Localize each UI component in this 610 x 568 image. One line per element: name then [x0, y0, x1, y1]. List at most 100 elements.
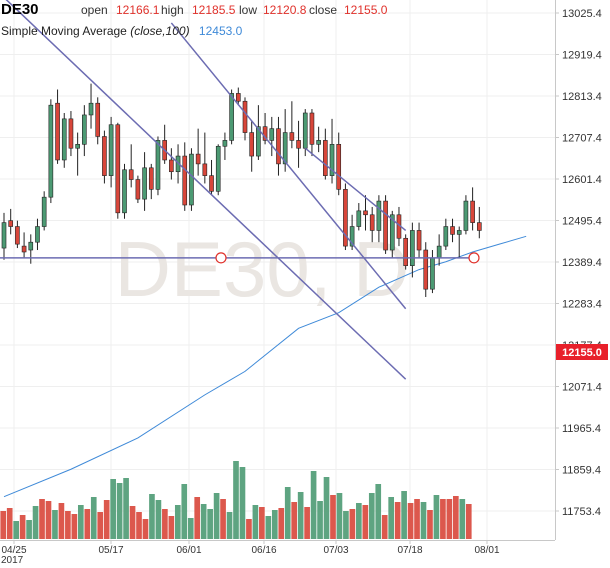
candle: [423, 242, 429, 298]
volume-bar: [265, 516, 272, 539]
candle: [162, 124, 167, 164]
candle-body: [376, 200, 382, 231]
open-label: open: [81, 3, 108, 17]
candle-body: [309, 112, 315, 145]
volume-bars: [0, 461, 472, 539]
volume-bar: [13, 521, 19, 539]
candle-body: [142, 167, 147, 200]
x-tick-label: 07/03: [323, 545, 348, 556]
candle: [470, 187, 475, 231]
volume-bar: [297, 492, 304, 539]
volume-bar: [401, 491, 407, 539]
candle-body: [343, 189, 348, 247]
high-label: high: [161, 3, 184, 17]
year-label: 2017: [1, 555, 24, 566]
candle-body: [229, 93, 234, 141]
volume-bar: [271, 510, 278, 539]
volume-bar: [284, 487, 291, 539]
candle: [343, 183, 348, 251]
candle-body: [235, 93, 241, 102]
volume-bar: [368, 493, 375, 539]
candle: [256, 105, 261, 160]
candle: [356, 203, 362, 231]
trendline[interactable]: [304, 147, 407, 232]
watermark: DE30, D: [115, 225, 410, 313]
volume-bar: [381, 515, 388, 539]
candle-body: [169, 159, 174, 173]
y-tick-label: 12071.4: [562, 382, 602, 394]
volume-bar: [310, 471, 317, 539]
trendline[interactable]: [4, 0, 407, 380]
candle-body: [262, 126, 268, 141]
candle-body: [369, 214, 375, 231]
volume-bar: [343, 511, 349, 539]
candle-body: [41, 196, 47, 227]
y-tick-label: 12389.4: [562, 257, 602, 269]
y-tick-label: 11859.4: [562, 465, 601, 477]
candle-body: [276, 128, 281, 165]
y-tick-label: 13025.4: [562, 8, 602, 20]
volume-bar: [65, 511, 71, 539]
volume-bar: [181, 484, 188, 539]
candle-body: [209, 175, 214, 192]
sma-polyline: [3, 235, 527, 498]
candle-body: [182, 155, 188, 206]
candle: [15, 220, 20, 249]
x-tick-label: 04/25: [1, 545, 26, 556]
candle: [336, 132, 342, 196]
candle-body: [15, 226, 20, 245]
candle-body: [323, 140, 328, 176]
candle-body: [436, 245, 442, 259]
volume-bar: [259, 507, 265, 539]
candle: [235, 87, 241, 106]
low-label: low: [239, 3, 258, 17]
volume-bar: [174, 505, 181, 539]
candle-body: [456, 230, 462, 235]
volume-bar: [187, 518, 194, 539]
candle: [35, 218, 40, 251]
x-tick-label: 06/16: [251, 545, 276, 556]
candle: [215, 144, 221, 196]
line-handle[interactable]: [468, 252, 480, 264]
candle-body: [195, 153, 201, 165]
volume-bar: [323, 477, 330, 539]
close-value: 12155.0: [344, 3, 388, 17]
candle: [289, 101, 295, 149]
candle: [329, 118, 335, 184]
volume-bar: [233, 461, 239, 539]
candle-body: [336, 144, 342, 190]
candle-body: [463, 200, 469, 231]
candle-body: [95, 102, 101, 137]
y-tick-label: 11965.4: [562, 423, 601, 435]
candle: [202, 132, 208, 184]
candle: [476, 206, 482, 239]
candle: [276, 116, 281, 176]
price-axis[interactable]: 13025.4 12919.4 12813.4 12707.4 12601.4 12495…: [555, 8, 602, 518]
candle-body: [61, 118, 67, 161]
volume-bar: [84, 509, 91, 539]
candle: [41, 191, 47, 231]
candle: [376, 195, 382, 243]
volume-bar: [394, 502, 401, 539]
candle-body: [249, 132, 255, 157]
line-handle[interactable]: [215, 252, 227, 264]
candle-body: [1, 222, 7, 249]
y-tick-label: 12919.4: [562, 50, 602, 62]
trendline[interactable]: [170, 22, 407, 310]
last-price-label: 12155.0: [556, 344, 608, 360]
candle: [135, 175, 141, 204]
volume-bar: [77, 505, 84, 539]
time-axis[interactable]: 04/25 05/17 06/01 06/16 07/03 07/18 08/01: [1, 540, 500, 556]
candle: [323, 128, 328, 180]
candle-body: [416, 230, 422, 251]
candle: [410, 222, 415, 278]
volume-bar: [71, 514, 78, 539]
candle: [316, 126, 321, 153]
candle-body: [296, 140, 301, 149]
candle: [142, 152, 147, 211]
candle: [1, 212, 7, 260]
candle-body: [108, 124, 114, 176]
candle: [262, 112, 268, 145]
candle-body: [450, 226, 455, 235]
y-tick-label: 12283.4: [562, 299, 602, 311]
